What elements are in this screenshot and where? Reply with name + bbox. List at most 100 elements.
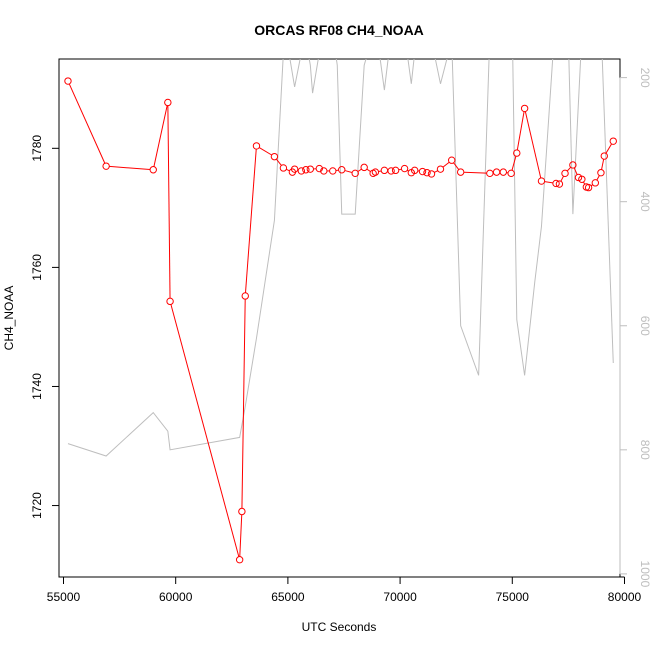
series-segment bbox=[241, 299, 246, 509]
data-point bbox=[238, 507, 246, 516]
series-segment bbox=[566, 166, 572, 172]
series-segment bbox=[357, 168, 362, 172]
data-point bbox=[400, 164, 409, 173]
series-segment bbox=[524, 111, 542, 179]
series-segment bbox=[286, 168, 290, 172]
data-point bbox=[600, 152, 608, 160]
data-point bbox=[423, 169, 431, 177]
data-point bbox=[149, 166, 157, 174]
data-point bbox=[302, 166, 310, 174]
series-segment bbox=[258, 147, 272, 156]
data-point bbox=[513, 149, 521, 157]
series-segment bbox=[463, 171, 487, 174]
series-segment bbox=[601, 159, 605, 170]
series-segment bbox=[109, 165, 151, 171]
data-point bbox=[252, 142, 261, 150]
right-tick-label: 800 bbox=[638, 440, 650, 460]
y-tick-label: 1760 bbox=[30, 254, 44, 281]
data-point bbox=[306, 165, 315, 173]
series-segment bbox=[153, 105, 168, 167]
data-point bbox=[561, 169, 569, 178]
data-point bbox=[387, 167, 395, 175]
x-tick-label: 70000 bbox=[383, 590, 417, 604]
series-segment bbox=[511, 156, 517, 171]
data-point bbox=[166, 297, 174, 306]
data-point bbox=[338, 166, 346, 174]
series-layer bbox=[64, 59, 617, 564]
series-segment bbox=[170, 304, 240, 557]
data-point bbox=[552, 179, 560, 188]
chart-title: ORCAS RF08 CH4_NOAA bbox=[254, 22, 424, 38]
y-axis-title: CH4_NOAA bbox=[2, 286, 16, 351]
x-tick-label: 55000 bbox=[47, 590, 81, 604]
right-tick-label: 400 bbox=[638, 192, 650, 212]
data-point bbox=[456, 168, 465, 176]
data-point bbox=[555, 180, 564, 188]
series-segment bbox=[366, 168, 371, 172]
data-point bbox=[329, 167, 337, 175]
data-point bbox=[492, 168, 501, 176]
data-point bbox=[486, 169, 494, 178]
series-segment bbox=[560, 175, 564, 182]
series-main bbox=[64, 77, 617, 564]
data-point bbox=[520, 104, 529, 113]
data-point bbox=[371, 168, 380, 176]
y-axis: 1720 1740 1760 1780 bbox=[30, 135, 60, 519]
data-point bbox=[360, 163, 368, 172]
data-point bbox=[448, 156, 456, 164]
data-point bbox=[427, 170, 436, 178]
series-segment bbox=[596, 175, 600, 181]
data-point bbox=[597, 169, 605, 177]
x-axis-title: UTC Seconds bbox=[302, 620, 377, 634]
series-right bbox=[67, 59, 614, 457]
series-segment bbox=[276, 158, 282, 166]
data-point bbox=[418, 167, 427, 176]
series-segment bbox=[167, 105, 171, 299]
data-point bbox=[609, 137, 617, 145]
series-segment bbox=[239, 514, 243, 557]
data-point bbox=[591, 179, 600, 187]
y-tick-label: 1780 bbox=[30, 135, 44, 162]
data-point bbox=[270, 152, 279, 161]
data-point bbox=[315, 164, 324, 173]
data-point bbox=[320, 167, 328, 175]
data-point bbox=[584, 183, 593, 192]
x-tick-label: 65000 bbox=[271, 590, 305, 604]
series-segment bbox=[544, 181, 553, 184]
y-tick-label: 1740 bbox=[30, 373, 44, 400]
data-point bbox=[436, 165, 445, 173]
data-point bbox=[290, 165, 299, 173]
series-segment bbox=[244, 149, 257, 293]
series-segment bbox=[453, 162, 460, 170]
data-point bbox=[537, 177, 546, 185]
right-tick-label: 200 bbox=[638, 68, 650, 88]
right-axis: 200 400 600 800 1000 bbox=[619, 68, 650, 588]
right-tick-label: 1000 bbox=[638, 561, 650, 588]
data-point bbox=[235, 556, 244, 564]
y-tick-label: 1720 bbox=[30, 492, 44, 519]
data-point bbox=[297, 167, 306, 175]
data-point bbox=[507, 169, 515, 178]
data-point bbox=[569, 161, 577, 169]
series-segment bbox=[573, 167, 578, 175]
series-segment bbox=[605, 143, 613, 154]
data-point bbox=[380, 166, 389, 175]
data-point bbox=[351, 169, 359, 178]
data-point bbox=[241, 292, 249, 300]
x-axis: 55000 60000 65000 70000 75000 80000 bbox=[47, 576, 642, 604]
series-segment bbox=[442, 161, 450, 168]
series-line bbox=[67, 59, 614, 457]
data-point bbox=[64, 77, 72, 85]
data-point bbox=[578, 175, 586, 183]
data-point bbox=[499, 168, 508, 176]
series-segment bbox=[68, 83, 106, 164]
data-point bbox=[410, 166, 419, 175]
data-point bbox=[391, 166, 400, 175]
x-tick-label: 80000 bbox=[608, 590, 642, 604]
x-tick-label: 60000 bbox=[159, 590, 193, 604]
series-segment bbox=[434, 170, 438, 173]
x-tick-label: 75000 bbox=[496, 590, 530, 604]
right-tick-label: 600 bbox=[638, 316, 650, 336]
data-point bbox=[102, 162, 110, 170]
